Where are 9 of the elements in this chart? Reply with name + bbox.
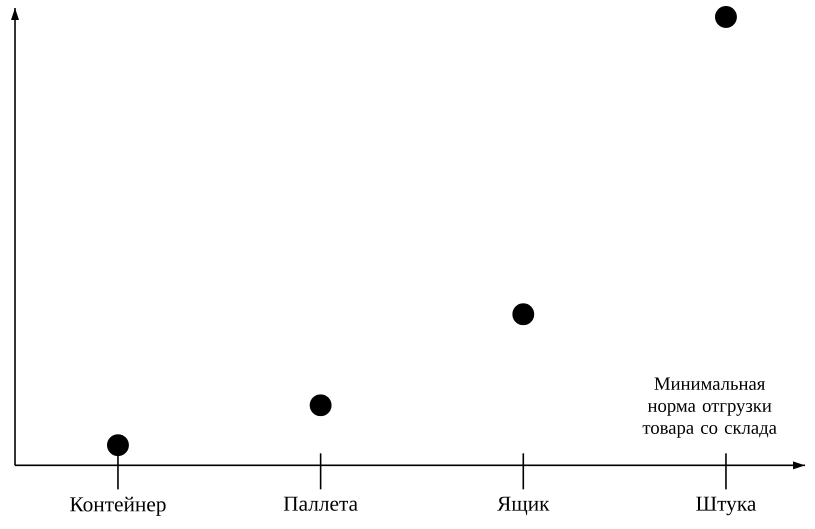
- point: [715, 6, 737, 28]
- point: [512, 303, 534, 326]
- x-tick-label: Паллета: [284, 496, 358, 511]
- x-tick-label: Штука: [696, 496, 756, 516]
- point: [107, 434, 129, 456]
- point: [310, 394, 332, 416]
- x-axis-title: Минимальная норма отгрузки товара со склада: [642, 377, 777, 438]
- x-tick-label: Ящик: [497, 496, 550, 515]
- x-tick-label: Контейнер: [70, 496, 166, 516]
